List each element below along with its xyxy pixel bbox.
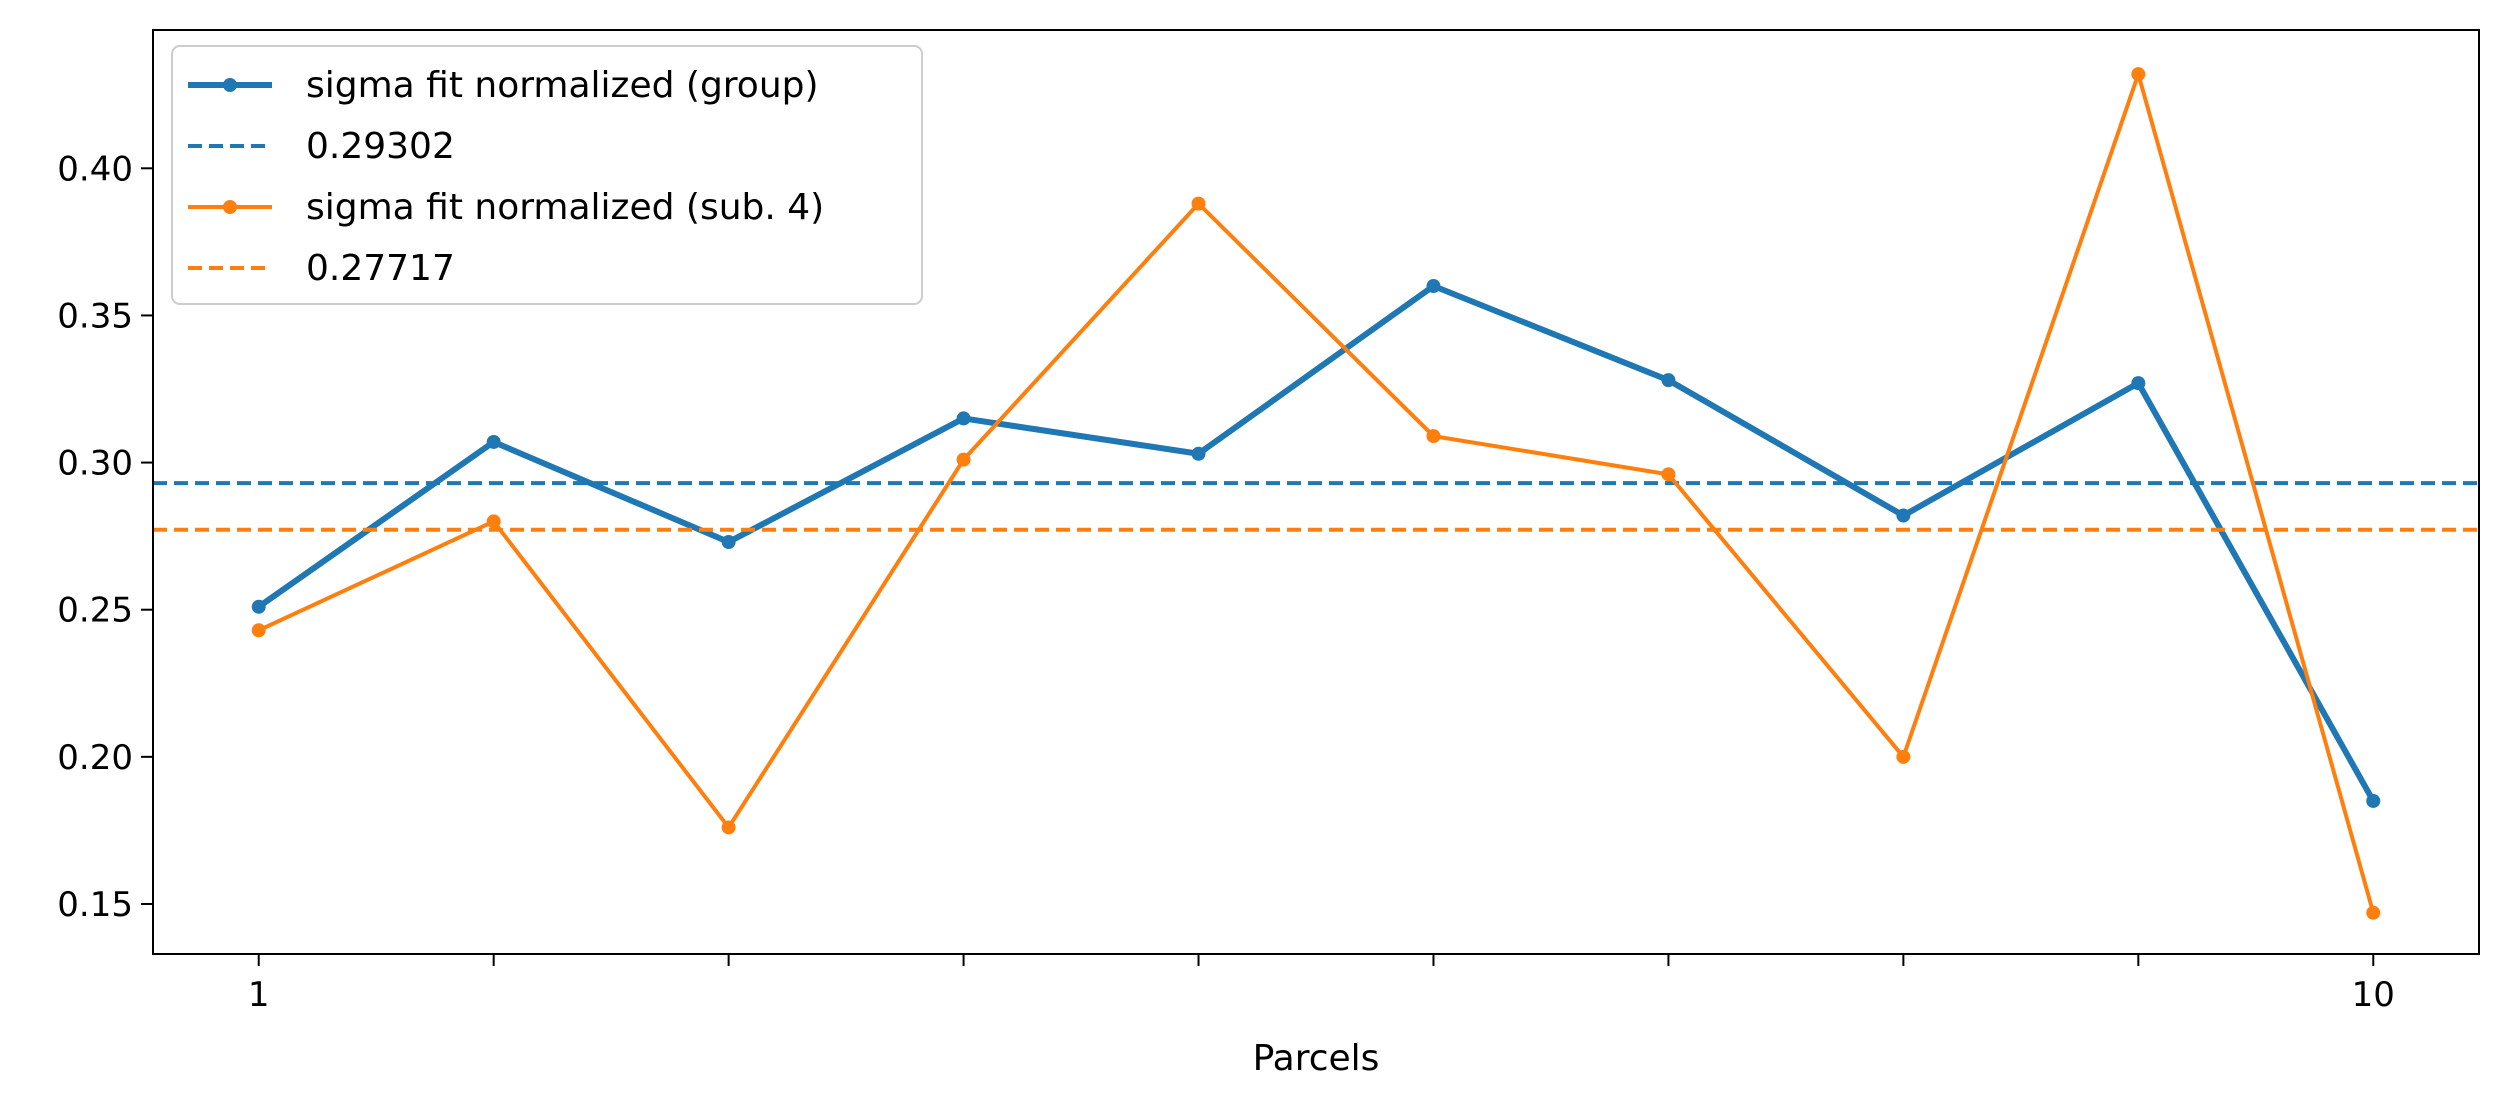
y-tick-label-0: 0.15 [57, 885, 133, 925]
point-0-6 [1661, 373, 1676, 388]
plot-frame [152, 29, 2480, 955]
x-tick-label-10: 10 [2352, 975, 2395, 1015]
point-0-1 [486, 434, 501, 449]
x-axis-label: Parcels [1253, 1038, 1380, 1079]
legend-label-2: sigma fit normalized (sub. 4) [306, 187, 824, 228]
legend: sigma fit normalized (group) 0.29302 sigma… [171, 45, 923, 305]
legend-marker-2 [223, 200, 237, 214]
point-0-8 [2131, 376, 2146, 391]
x-tick-label-1: 1 [248, 975, 270, 1015]
point-2-2 [721, 820, 736, 835]
point-2-7 [1896, 749, 1911, 764]
point-0-4 [1191, 446, 1206, 461]
legend-label-1: 0.29302 [306, 126, 455, 167]
point-0-9 [2366, 793, 2381, 808]
legend-box [171, 45, 923, 305]
point-2-9 [2366, 905, 2381, 920]
point-0-5 [1426, 279, 1441, 294]
line-0 [255, 283, 2377, 804]
point-2-3 [956, 452, 971, 467]
y-tick-label-4: 0.35 [57, 296, 133, 336]
y-axis: 0.15 0.20 0.25 0.30 0.35 0.40 [57, 149, 153, 925]
point-2-5 [1426, 429, 1441, 444]
point-2-8 [2131, 67, 2146, 82]
point-2-6 [1661, 467, 1676, 482]
x-axis: 1 10 [248, 954, 2395, 1015]
plot-layer [153, 67, 2479, 920]
point-2-4 [1191, 196, 1206, 211]
point-2-1 [486, 514, 501, 529]
point-0-3 [956, 411, 971, 426]
y-tick-label-2: 0.25 [57, 591, 133, 631]
legend-marker-0 [223, 78, 237, 92]
y-tick-label-5: 0.40 [57, 149, 133, 189]
point-0-2 [721, 535, 736, 550]
legend-label-0: sigma fit normalized (group) [306, 65, 819, 106]
y-tick-label-3: 0.30 [57, 444, 133, 484]
point-0-0 [251, 599, 266, 614]
legend-label-3: 0.27717 [306, 248, 455, 289]
y-tick-label-1: 0.20 [57, 738, 133, 778]
point-0-7 [1896, 508, 1911, 523]
line-2 [256, 72, 2376, 915]
point-2-0 [251, 623, 266, 638]
